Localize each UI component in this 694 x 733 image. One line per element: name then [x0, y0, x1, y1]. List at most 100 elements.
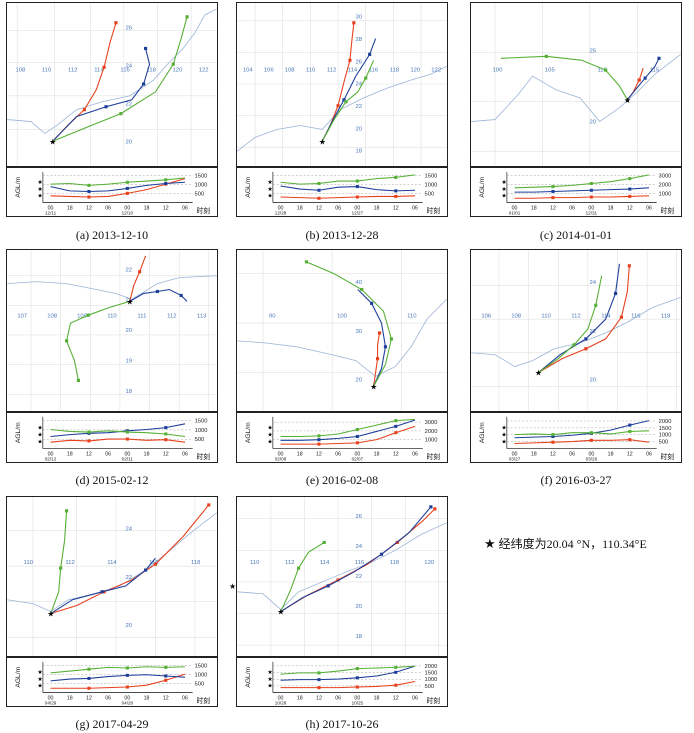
- green-height-line-marker: [317, 434, 321, 438]
- time-tick-label: 06: [646, 451, 652, 457]
- green-trajectory-marker: [119, 112, 123, 116]
- blue-trajectory-marker: [613, 291, 618, 296]
- height-tick-label: 1500: [195, 173, 208, 179]
- longitude-label: 109: [77, 314, 87, 320]
- red-trajectory-marker: [352, 21, 356, 25]
- blue-trajectory-marker: [342, 98, 346, 102]
- time-tick-label: 12: [316, 695, 322, 701]
- start-star: ★: [49, 137, 56, 146]
- coastline: [471, 54, 681, 123]
- time-tick-label: 12: [550, 451, 556, 457]
- blue-height-line: [280, 419, 416, 441]
- panel-e: 90 100 110 20 30 40 ★ 1000 2000 3000 00 18 12 06 00 18…: [236, 249, 448, 487]
- height-profile: 500 1000 1500 00 18 12 06 00 18 12 06 12/28 12/27 AGL…: [236, 167, 448, 217]
- height-axis-label: AGL/m: [245, 422, 252, 443]
- start-star: ★: [47, 609, 54, 618]
- blue-height-line-marker: [355, 185, 359, 189]
- time-tick-label: 00: [124, 205, 130, 211]
- longitude-label: 122: [199, 67, 209, 73]
- red-height-line-marker: [551, 196, 555, 200]
- blue-height-line: [280, 185, 415, 192]
- height-tick-label: 2000: [659, 419, 672, 425]
- green-height-line-marker: [355, 427, 359, 432]
- red-height-line-marker: [87, 195, 91, 199]
- latitude-label: 26: [125, 26, 132, 32]
- time-tick-label: 00: [278, 695, 284, 701]
- trajectory-map: 104 106 108 110 112 114 116 118 120 122 18 20 22 24 26…: [236, 2, 448, 167]
- time-tick-label: 06: [335, 451, 341, 457]
- profile-star: ★: [267, 683, 272, 690]
- blue-height-line-marker: [125, 186, 129, 190]
- red-height-line-marker: [355, 441, 359, 445]
- longitude-label: 110: [541, 314, 551, 320]
- green-trajectory: [321, 60, 375, 142]
- panel-caption: (a) 2013-12-10: [75, 228, 149, 242]
- blue-height-line: [50, 674, 185, 682]
- height-tick-label: 500: [425, 684, 435, 690]
- green-height-line-marker: [87, 183, 91, 187]
- profile-star: ★: [501, 179, 506, 186]
- red-height-line-marker: [317, 196, 321, 200]
- time-axis-label: 时刻: [426, 696, 440, 705]
- red-height-line: [50, 438, 186, 443]
- height-tick-label: 500: [195, 437, 205, 443]
- longitude-label: 100: [493, 67, 504, 73]
- time-tick-label: 00: [588, 205, 594, 211]
- blue-height-line: [514, 420, 650, 439]
- red-trajectory-marker: [348, 58, 352, 62]
- red-height-line-marker: [589, 438, 593, 442]
- profile-star: ★: [37, 179, 42, 186]
- time-tick-label: 18: [67, 451, 73, 457]
- longitude-label: 110: [107, 314, 117, 320]
- green-trajectory: [50, 510, 68, 614]
- latitude-label: 22: [125, 101, 132, 107]
- red-height-line: [514, 439, 650, 445]
- blue-height-line-marker: [355, 676, 359, 680]
- latitude-label: 19: [125, 358, 132, 364]
- latitude-label: 30: [355, 329, 362, 335]
- date-label: 03/27: [509, 457, 521, 462]
- longitude-label: 120: [424, 560, 435, 566]
- panel-caption: (h) 2017-10-26: [305, 717, 379, 731]
- profile-star: ★: [37, 193, 42, 200]
- green-trajectory-marker: [171, 62, 175, 66]
- time-tick-label: 12: [86, 451, 92, 457]
- red-trajectory-marker: [138, 270, 142, 274]
- height-axis-label: AGL/m: [15, 422, 22, 443]
- latitude-label: 22: [125, 575, 132, 581]
- green-height-line-marker: [394, 175, 398, 179]
- trajectory-map: 100 105 110 115 20 25 ★: [470, 2, 682, 167]
- date-label: 12/31: [586, 211, 598, 216]
- time-tick-label: 12: [163, 451, 169, 457]
- time-tick-label: 00: [588, 451, 594, 457]
- profile-star: ★: [267, 193, 272, 200]
- longitude-label: 107: [17, 314, 27, 320]
- height-axis-label: AGL/m: [479, 422, 486, 443]
- latitude-label: 20: [355, 604, 362, 610]
- blue-height-line-marker: [317, 438, 321, 442]
- longitude-label: 114: [94, 67, 104, 73]
- red-height-line-marker: [628, 194, 632, 198]
- blue-trajectory-marker: [179, 293, 183, 298]
- green-height-line: [280, 665, 415, 675]
- trajectory-map: 108 110 112 114 116 118 120 122 20 22 24 26 ★: [6, 2, 218, 167]
- height-axis-label: AGL/m: [245, 666, 252, 687]
- green-height-line-marker: [125, 430, 129, 434]
- time-tick-label: 00: [48, 451, 54, 457]
- longitude-label: 118: [390, 560, 400, 566]
- longitude-label: 115: [650, 67, 660, 73]
- panel-d: 107 108 109 110 111 112 113 18 19 20 21 22 ★ 500 1000…: [6, 249, 218, 487]
- time-tick-label: 00: [354, 205, 360, 211]
- green-trajectory-marker: [59, 566, 63, 570]
- blue-height-line-marker: [589, 188, 593, 192]
- blue-trajectory: [538, 263, 620, 373]
- blue-height-line-marker: [164, 181, 168, 186]
- green-height-line-marker: [125, 666, 129, 670]
- time-tick-label: 06: [412, 695, 418, 701]
- time-tick-label: 00: [124, 695, 130, 701]
- green-height-line-marker: [355, 667, 359, 671]
- date-label: 10/25: [352, 701, 364, 706]
- start-star: ★: [624, 96, 631, 105]
- time-tick-label: 18: [297, 695, 303, 701]
- blue-height-line-marker: [628, 187, 632, 191]
